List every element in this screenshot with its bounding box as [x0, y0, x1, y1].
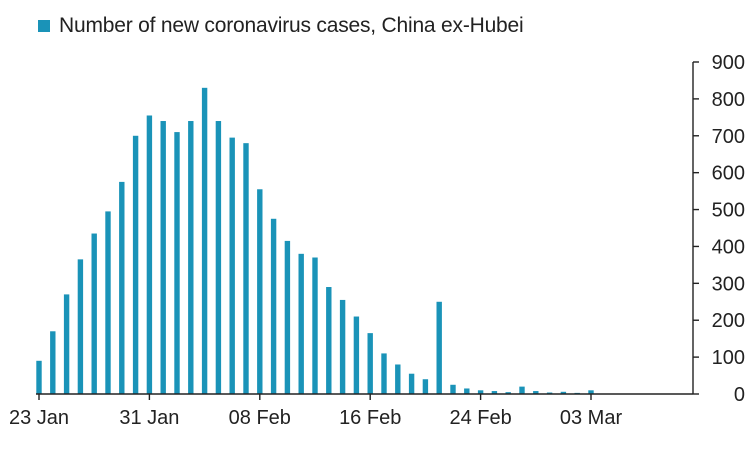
x-tick-label-4: 24 Feb [449, 407, 511, 429]
bar-19 [298, 253, 304, 394]
bar-29 [436, 301, 442, 394]
legend-label: Number of new coronavirus cases, China e… [59, 14, 524, 37]
legend-swatch [38, 20, 50, 32]
bar-32 [477, 390, 484, 394]
bar-24 [367, 333, 373, 394]
bar-33 [491, 391, 498, 394]
legend: Number of new coronavirus cases, China e… [38, 14, 524, 38]
y-tick-label-5: 500 [712, 200, 745, 222]
bar-11 [188, 121, 194, 395]
bar-4 [91, 233, 97, 394]
bar-35 [519, 386, 525, 394]
bar-2 [63, 294, 70, 394]
bar-37 [546, 392, 553, 394]
bar-25 [381, 353, 387, 394]
x-tick-label-3: 16 Feb [339, 407, 401, 429]
bar-3 [77, 259, 84, 394]
bar-17 [270, 218, 277, 394]
bar-16 [257, 189, 263, 394]
bar-5 [105, 211, 111, 394]
bar-18 [284, 240, 291, 394]
bar-14 [229, 137, 235, 394]
bar-31 [464, 388, 470, 394]
bar-22 [339, 299, 346, 394]
bar-7 [132, 135, 139, 394]
y-tick-label-0: 0 [734, 384, 745, 406]
y-tick-label-6: 600 [712, 163, 745, 185]
bar-21 [326, 287, 332, 394]
bar-10 [174, 132, 180, 394]
y-tick-label-2: 200 [712, 310, 745, 332]
bar-9 [160, 121, 166, 395]
bar-27 [408, 373, 415, 394]
x-tick-label-1: 31 Jan [119, 407, 179, 429]
bar-23 [353, 316, 360, 394]
bar-8 [146, 115, 153, 395]
bar-12 [201, 87, 208, 394]
bar-28 [422, 379, 429, 394]
bar-34 [505, 392, 511, 394]
bar-38 [560, 391, 567, 394]
bar-30 [450, 384, 456, 394]
bar-15 [243, 143, 249, 394]
bar-26 [395, 364, 401, 394]
bar-6 [119, 181, 125, 394]
bar-40 [588, 390, 594, 394]
y-tick-label-1: 100 [712, 347, 745, 369]
bar-0 [36, 360, 42, 394]
x-tick-label-0: 23 Jan [9, 407, 69, 429]
y-tick-label-8: 800 [712, 89, 745, 111]
bar-13 [215, 121, 222, 395]
bar-20 [312, 257, 318, 394]
bar-36 [533, 391, 539, 394]
y-tick-label-7: 700 [712, 126, 745, 148]
x-tick-label-5: 03 Mar [560, 407, 623, 429]
x-tick-label-2: 08 Feb [229, 407, 291, 429]
y-tick-label-9: 900 [712, 52, 745, 74]
y-tick-label-4: 400 [712, 236, 745, 258]
bar-1 [50, 331, 56, 394]
y-tick-label-3: 300 [712, 273, 745, 295]
